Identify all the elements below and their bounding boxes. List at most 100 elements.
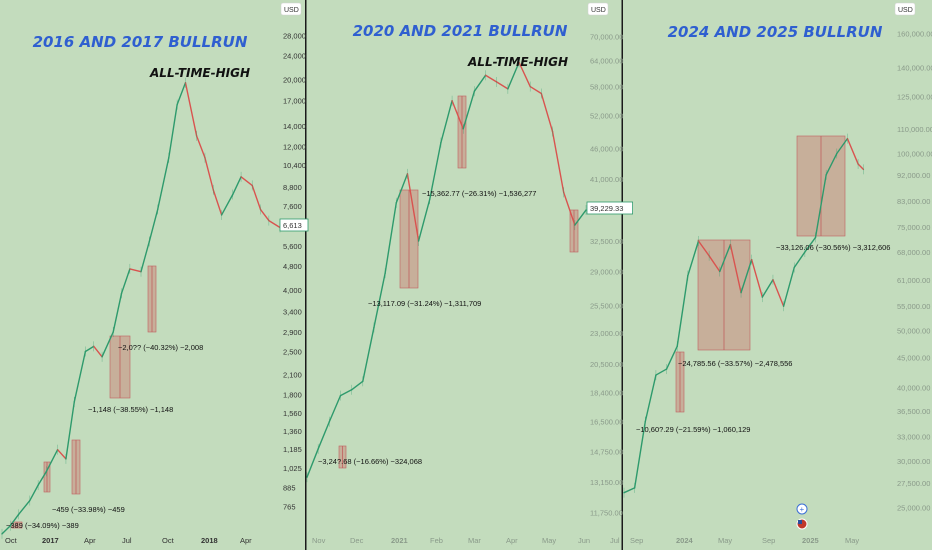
price-segment <box>168 103 178 159</box>
y-tick-label: 23,000.00 <box>590 329 623 338</box>
panel-background <box>0 0 305 550</box>
plus-icon <box>796 503 808 515</box>
x-tick-label: 2018 <box>201 536 218 545</box>
price-segment <box>140 240 151 273</box>
price-segment <box>507 61 520 90</box>
price-segment <box>148 208 159 243</box>
chart-panel-2: 70,000.00 64,000.00 58,000.00 52,000.00 46,0… <box>306 2 633 545</box>
price-segment <box>687 240 700 277</box>
y-tick-label: 92,000.00 <box>897 171 930 180</box>
y-tick-label: 33,000.00 <box>897 433 930 442</box>
price-segment <box>56 448 67 460</box>
x-tick-label: Apr <box>84 536 96 545</box>
x-tick-label: Apr <box>506 536 518 545</box>
x-tick-label: Nov <box>312 536 326 545</box>
y-tick-label: 46,000.00 <box>590 144 623 153</box>
y-tick-label: 1,360 <box>283 427 302 436</box>
y-tick-label: 41,000.00 <box>590 175 623 184</box>
chart-title: 2020 AND 2021 BULLRUN <box>353 22 568 40</box>
drawdown-label: −15,362.77 (−26.31%) −1,536,277 <box>422 189 536 198</box>
price-segment <box>708 255 721 273</box>
y-tick-label: 125,000.00 <box>897 93 932 102</box>
last-price-label: 6,613 <box>283 221 302 230</box>
drawdown-label: −10,60?.29 (−21.59%) −1,060,129 <box>636 425 750 434</box>
x-tick-label: Jul <box>610 536 620 545</box>
x-tick-label: Jul <box>122 536 132 545</box>
price-segment <box>232 176 242 196</box>
y-tick-label: 58,000.00 <box>590 83 623 92</box>
price-segment <box>362 326 375 383</box>
chart-panel-1: 28,000 24,000 20,000 17,000 14,000 12,000 10,4… <box>1 2 309 545</box>
drawdown-label: −2,0?? (−40.32%) −2,008 <box>118 343 203 352</box>
price-segment <box>574 209 587 226</box>
price-segment <box>176 82 187 106</box>
price-segment <box>761 279 774 298</box>
price-segment <box>772 279 785 307</box>
x-tick-label: 2024 <box>676 536 694 545</box>
y-tick-label: 14,000 <box>283 122 306 131</box>
y-tick-label: 1,025 <box>283 464 302 473</box>
price-segment <box>740 258 753 294</box>
x-tick-label: May <box>542 536 556 545</box>
price-segment <box>9 513 20 527</box>
y-tick-label: 68,000.00 <box>897 248 930 257</box>
currency-badge <box>587 2 609 16</box>
y-tick-label: 2,500 <box>283 347 302 356</box>
price-segment <box>719 243 732 273</box>
drawdown-label: −24,785.56 (−33.57%) −2,478,556 <box>678 359 792 368</box>
price-segment <box>857 163 865 171</box>
last-price-box <box>586 201 633 215</box>
price-segment <box>665 345 678 370</box>
x-tick-label: Jun <box>578 536 590 545</box>
price-segment <box>184 82 198 137</box>
currency-label: USD <box>591 7 606 14</box>
price-segment <box>350 380 364 391</box>
price-segment <box>750 258 764 298</box>
y-tick-label: 36,500.00 <box>897 407 930 416</box>
chart-title: 2016 AND 2017 BULLRUN <box>33 33 248 51</box>
price-segment <box>29 484 39 502</box>
price-segment <box>846 137 859 165</box>
y-tick-label: 40,000.00 <box>897 384 930 393</box>
y-tick-label: 140,000.00 <box>897 64 932 73</box>
price-segment <box>697 240 710 257</box>
y-tick-label: 50,000.00 <box>897 327 930 336</box>
y-tick-label: 1,185 <box>283 445 302 454</box>
x-tick-label: Oct <box>5 536 18 545</box>
y-tick-label: 885 <box>283 483 296 492</box>
y-tick-label: 27,500.00 <box>897 479 930 488</box>
price-segment <box>373 272 386 329</box>
drawdown-label: −3,24?.68 (−16.66%) −324,068 <box>318 457 422 466</box>
price-segment <box>782 266 795 307</box>
panel-divider <box>621 0 623 550</box>
price-segment <box>814 174 827 239</box>
price-segment <box>65 401 75 460</box>
currency-label: USD <box>284 7 299 14</box>
price-segment <box>45 448 59 473</box>
price-segment <box>676 274 689 348</box>
y-tick-label: 7,600 <box>283 202 302 211</box>
price-segment <box>804 236 817 253</box>
price-segment <box>473 74 487 92</box>
last-price-box <box>279 218 309 232</box>
y-tick-label: 11,750.00 <box>590 508 623 517</box>
x-tick-label: 2017 <box>42 536 59 545</box>
price-segment <box>451 100 464 130</box>
y-tick-label: 2,900 <box>283 328 302 337</box>
price-segment <box>429 141 442 200</box>
panel-background <box>623 0 932 550</box>
y-tick-label: 20,000 <box>283 75 306 84</box>
y-tick-label: 64,000.00 <box>590 56 623 65</box>
y-tick-label: 3,400 <box>283 307 302 316</box>
y-tick-label: 83,000.00 <box>897 197 930 206</box>
price-segment <box>156 156 170 211</box>
price-segment <box>37 470 48 486</box>
price-segment <box>440 100 453 144</box>
price-segment <box>644 374 657 423</box>
price-segment <box>212 189 223 216</box>
drawdown-label: −13,117.09 (−31.24%) −1,311,709 <box>368 299 481 308</box>
price-segment <box>328 394 342 423</box>
currency-label: USD <box>898 7 913 14</box>
